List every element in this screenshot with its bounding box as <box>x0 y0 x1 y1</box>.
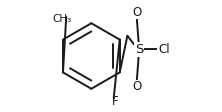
Text: O: O <box>132 80 141 93</box>
Text: O: O <box>132 6 141 19</box>
Text: CH₃: CH₃ <box>53 14 72 24</box>
Text: S: S <box>135 43 143 56</box>
Text: F: F <box>111 95 118 108</box>
Text: Cl: Cl <box>158 43 170 56</box>
